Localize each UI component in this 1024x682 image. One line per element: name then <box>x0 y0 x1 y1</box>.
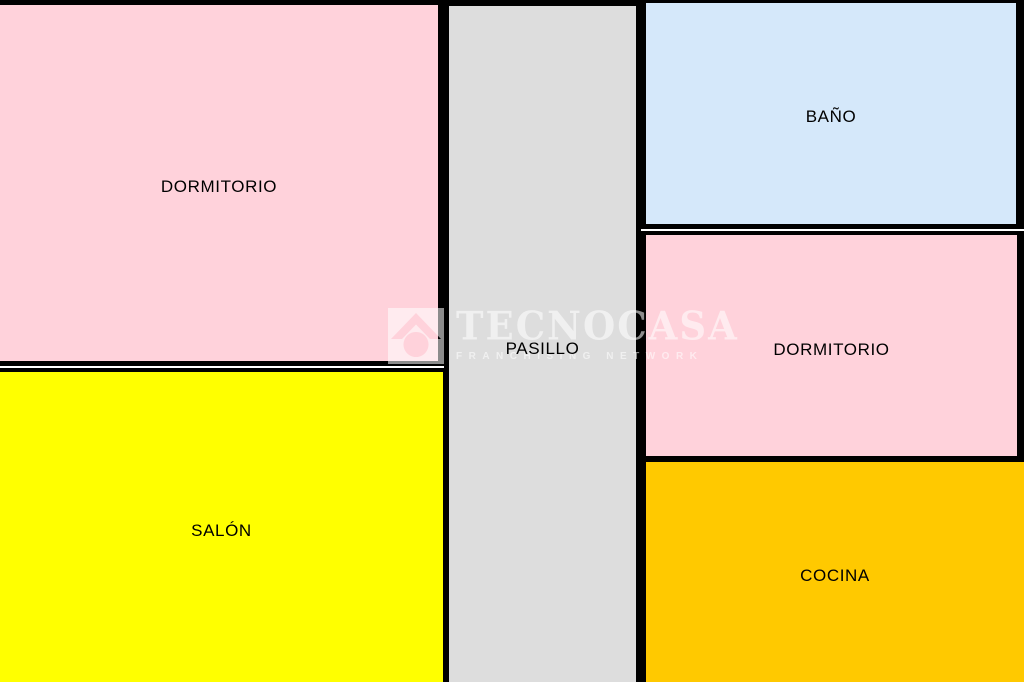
room-dormitorio-right: DORMITORIO <box>641 231 1024 462</box>
room-label-salon: SALÓN <box>191 521 252 540</box>
room-cocina: COCINA <box>641 462 1024 682</box>
room-label-dormitorio-right: DORMITORIO <box>773 339 890 359</box>
room-salon: SALÓN <box>0 368 449 682</box>
room-label-cocina: COCINA <box>800 566 870 585</box>
room-label-bano: BAÑO <box>805 106 857 126</box>
room-pasillo: PASILLO <box>444 0 641 682</box>
room-bano: BAÑO <box>641 0 1024 229</box>
room-label-dormitorio-left: DORMITORIO <box>160 177 278 196</box>
room-dormitorio-left: DORMITORIO <box>0 0 444 366</box>
room-label-pasillo: PASILLO <box>505 339 580 358</box>
